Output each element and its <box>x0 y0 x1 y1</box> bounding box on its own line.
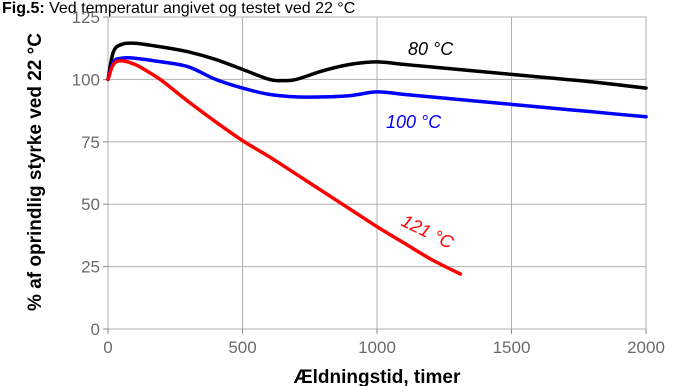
y-tick-label: 100 <box>72 70 100 89</box>
x-tick-label: 1500 <box>493 338 531 357</box>
x-axis-label: Ældningstid, timer <box>294 367 461 386</box>
y-tick-label: 125 <box>72 8 100 27</box>
x-tick-label: 500 <box>228 338 256 357</box>
series-label-80c: 80 °C <box>408 39 454 59</box>
y-axis-label: % af oprindlig styrke ved 22 °C <box>25 33 46 311</box>
y-tick-label: 25 <box>81 258 100 277</box>
series-lines <box>106 41 648 276</box>
series-label-100c: 100 °C <box>386 112 442 132</box>
x-tick-label: 0 <box>103 338 112 357</box>
figure-caption: Ved temperatur angivet og testet ved 22 … <box>45 0 356 17</box>
y-ticks: 0 25 50 75 100 125 <box>72 8 108 339</box>
series-line-80c <box>106 41 648 90</box>
figure-number: Fig.5: <box>2 0 45 17</box>
y-tick-label: 0 <box>91 320 100 339</box>
grid <box>107 16 647 330</box>
x-ticks: 0 500 1000 1500 2000 <box>103 329 665 357</box>
x-tick-label: 2000 <box>627 338 665 357</box>
series-line-100c <box>106 56 648 119</box>
y-tick-label: 75 <box>81 133 100 152</box>
y-tick-label: 50 <box>81 195 100 214</box>
series-line-121c <box>106 58 463 276</box>
chart-header: Fig.5: Ved temperatur angivet og testet … <box>2 0 355 17</box>
x-tick-label: 1000 <box>358 338 396 357</box>
